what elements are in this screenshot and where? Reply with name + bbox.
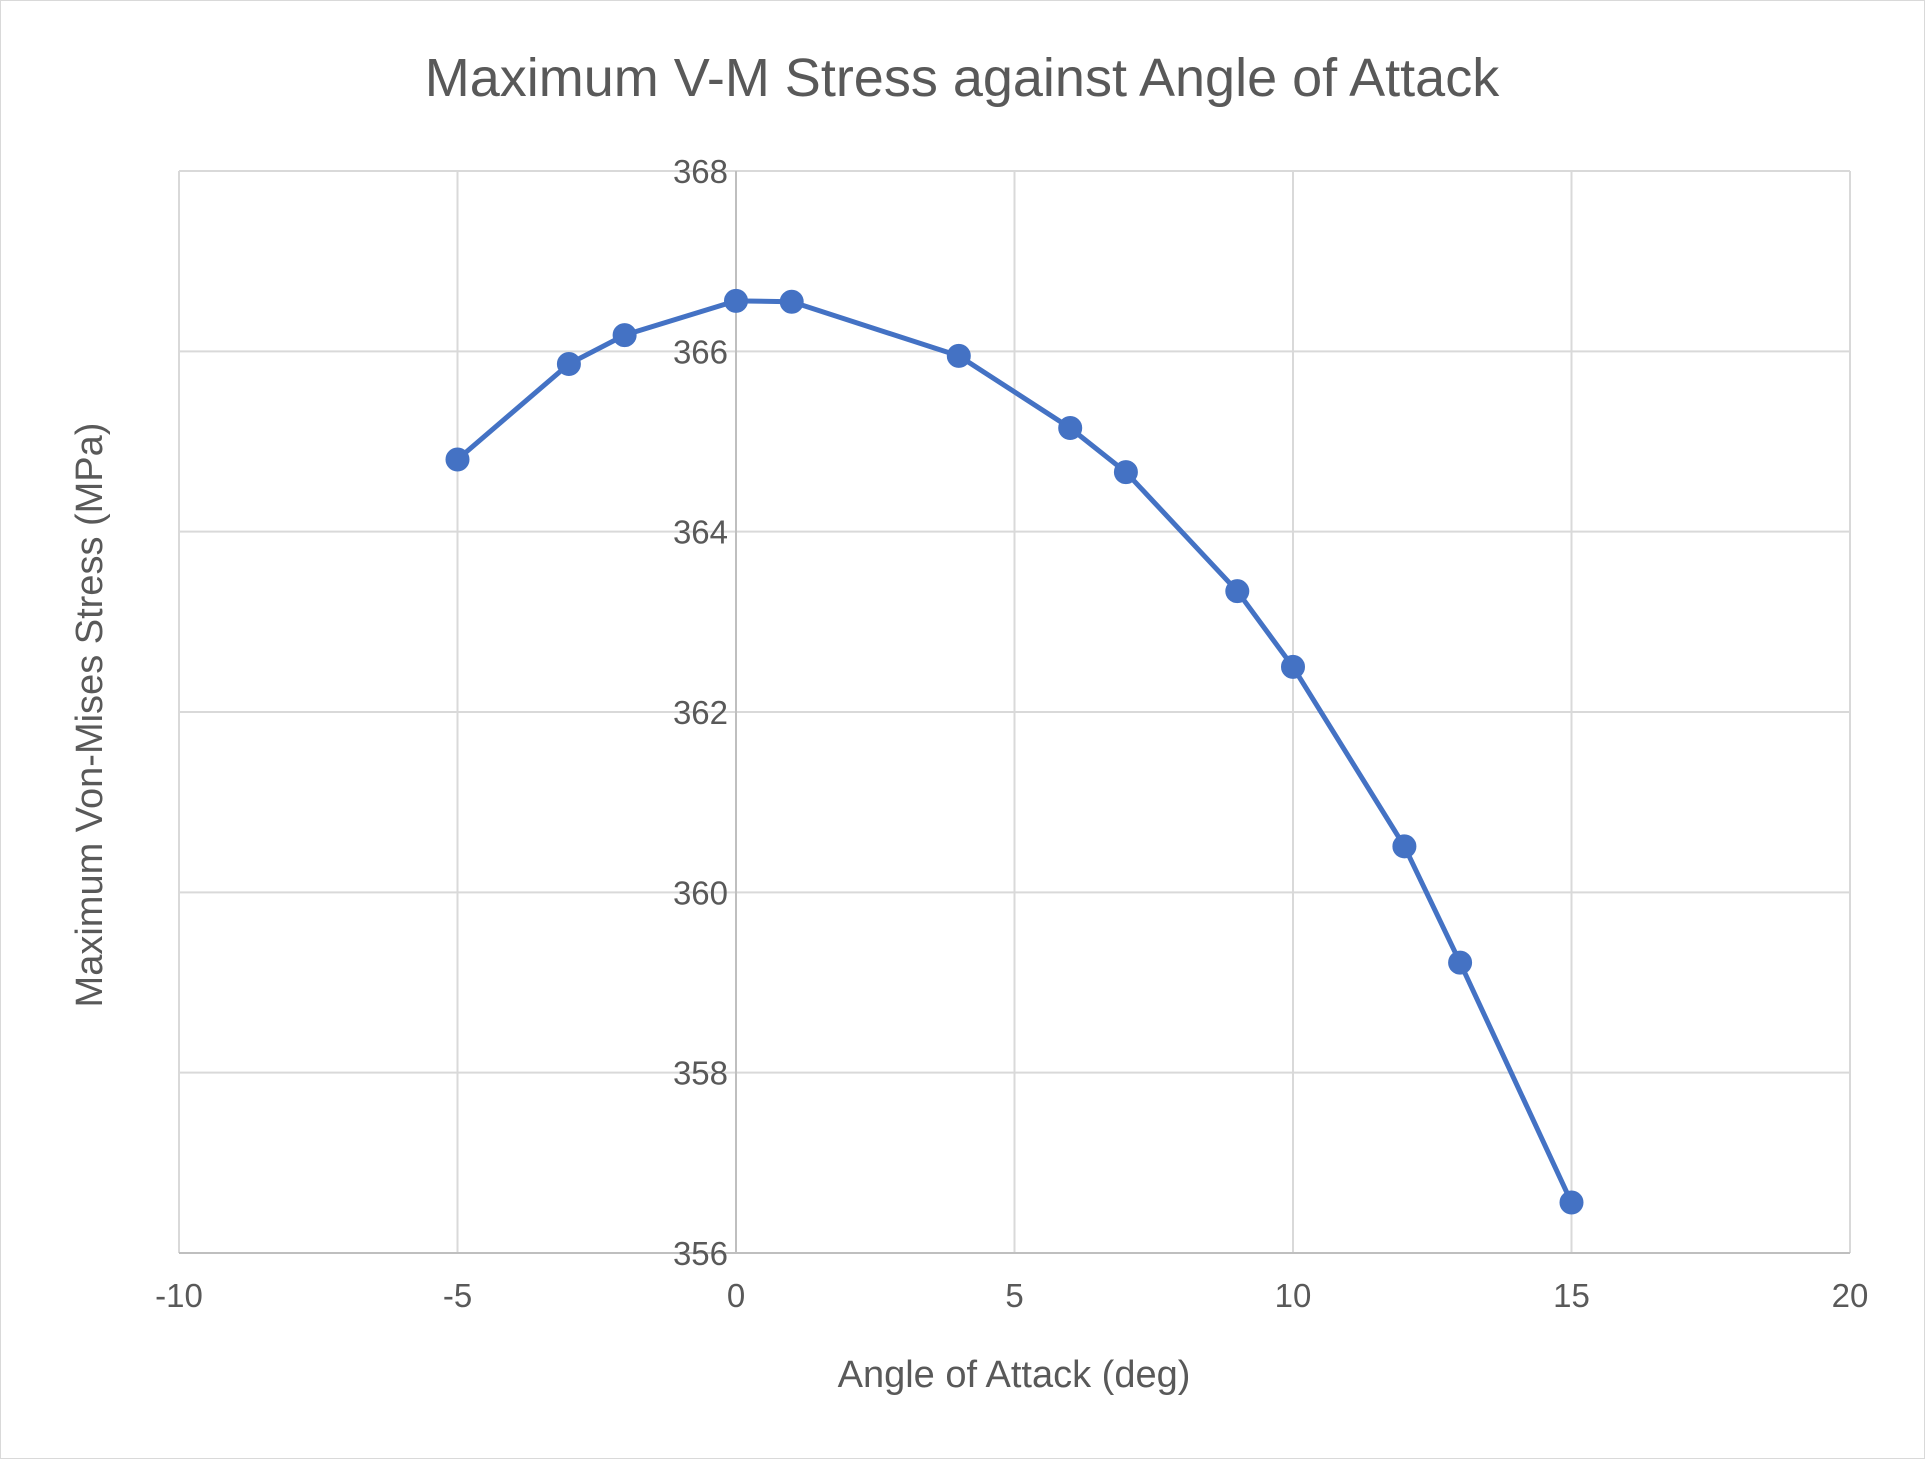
data-point--2 [612, 323, 637, 348]
data-point-6 [1058, 415, 1083, 440]
data-point-4 [946, 343, 971, 368]
y-tick-label-364: 364 [673, 514, 728, 551]
y-tick-label-362: 362 [673, 694, 728, 731]
data-point--3 [556, 351, 581, 376]
data-point-13 [1448, 950, 1473, 975]
y-tick-label-360: 360 [673, 874, 728, 911]
x-tick-label--10: -10 [155, 1277, 203, 1314]
y-axis-title: Maximum Von-Mises Stress (MPa) [69, 423, 111, 1008]
y-tick-label-368: 368 [673, 153, 728, 190]
y-tick-label-358: 358 [673, 1055, 728, 1092]
x-tick-label-20: 20 [1832, 1277, 1869, 1314]
x-tick-label-0: 0 [727, 1277, 745, 1314]
x-tick-label-5: 5 [1005, 1277, 1023, 1314]
data-point-15 [1559, 1190, 1584, 1215]
data-point-12 [1392, 834, 1417, 859]
tick-labels: 356 358 360 362 364 366 368 -10 -5 0 5 10 15 20 [155, 153, 1868, 1314]
data-point--5 [445, 447, 470, 472]
chart-title: Maximum V-M Stress against Angle of Atta… [425, 48, 1500, 108]
y-tick-label-366: 366 [673, 333, 728, 370]
data-point-9 [1225, 579, 1250, 604]
y-tick-label-356: 356 [673, 1235, 728, 1272]
axes [179, 171, 1850, 1254]
x-tick-label-15: 15 [1553, 1277, 1590, 1314]
data-point-7 [1113, 460, 1138, 485]
data-point-1 [779, 289, 804, 314]
x-tick-label--5: -5 [443, 1277, 472, 1314]
x-axis-title: Angle of Attack (deg) [838, 1354, 1191, 1396]
data-point-0 [724, 288, 748, 313]
series-layer [445, 288, 1584, 1215]
data-point-10 [1281, 654, 1305, 679]
x-tick-label-10: 10 [1275, 1277, 1312, 1314]
gridlines [178, 170, 1851, 1253]
